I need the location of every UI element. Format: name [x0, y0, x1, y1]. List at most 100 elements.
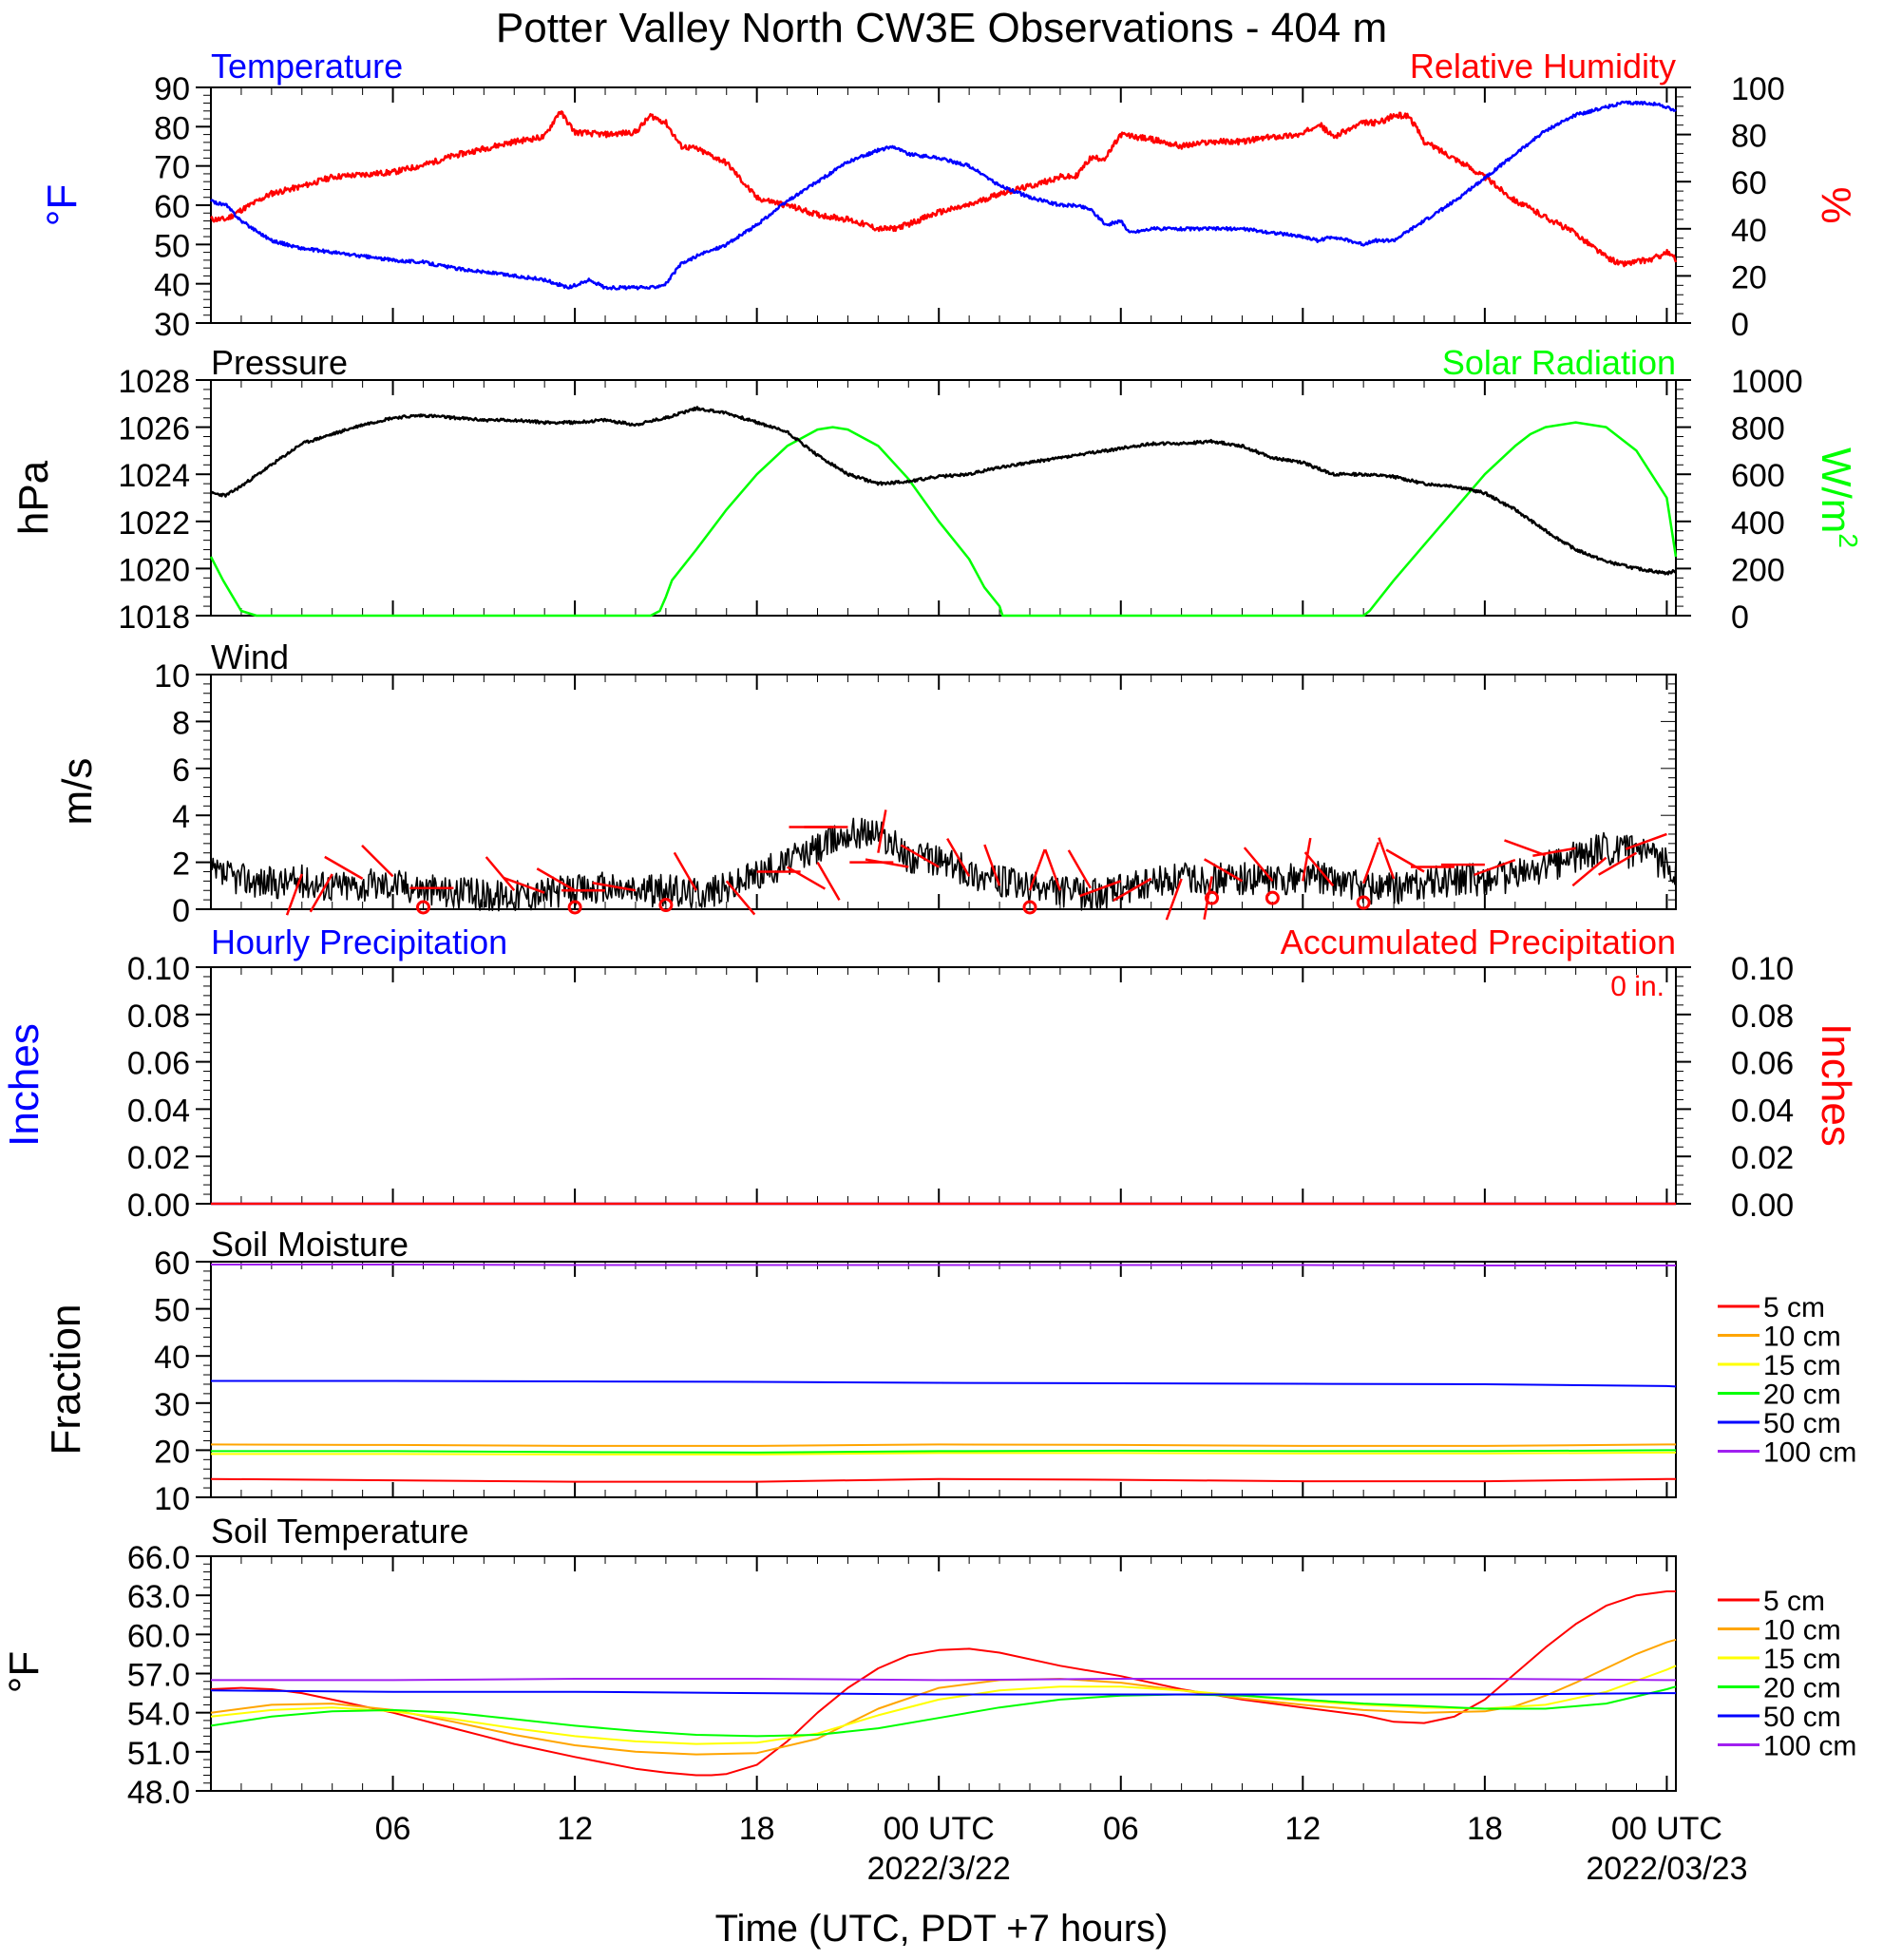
- x-tick-label: 06: [1103, 1811, 1139, 1847]
- accum-y-tick-label: 0.08: [1731, 999, 1794, 1035]
- sm-y-tick-label: 40: [154, 1340, 190, 1376]
- temperature-line: [209, 100, 1677, 291]
- accum-y-tick-label: 0.06: [1731, 1046, 1794, 1082]
- hourly-precip-axis-label: Inches: [1, 1023, 48, 1147]
- st-y-tick-label: 66.0: [127, 1540, 190, 1576]
- temperature-axis-label: °F: [39, 184, 86, 226]
- wind-barb: [1598, 851, 1638, 876]
- solar-y-tick-label: 0: [1731, 599, 1749, 636]
- wind-barb: [1204, 858, 1244, 883]
- pres-frame: [210, 379, 1677, 617]
- x-tick-label: 06: [375, 1811, 411, 1847]
- pressure-line: [209, 406, 1677, 576]
- st-legend-label: 10 cm: [1763, 1615, 1841, 1646]
- wind-barb: [1474, 858, 1516, 877]
- wind-barb: [786, 866, 827, 890]
- accum-precip-axis-label: Inches: [1813, 1023, 1859, 1147]
- panel-wind: 0 2 4 6 8 10 Wind m/s: [54, 637, 1677, 929]
- calm-marker: [1265, 890, 1280, 905]
- rh-y-tick-label: 0: [1731, 307, 1749, 343]
- wind-barb: [1532, 847, 1576, 857]
- rh-y-tick-label: 20: [1731, 259, 1767, 295]
- panel-pressure-solar: 1018 1020 1022 1024 1026 1028 0 200 400 600 800 100…: [10, 343, 1863, 636]
- wind-barb: [865, 858, 909, 868]
- precip-y-tick-label: 0.02: [127, 1140, 190, 1176]
- solar-y-tick-label: 200: [1731, 552, 1785, 588]
- wind-barb: [1067, 849, 1092, 889]
- x-tick-label: 00 UTC: [884, 1811, 995, 1847]
- wind-barb: [1079, 880, 1122, 898]
- chart-title: Potter Valley North CW3E Observations - …: [496, 5, 1387, 51]
- calm-marker: [415, 900, 430, 915]
- wind-y-tick-label: 6: [172, 752, 190, 789]
- solar-title: Solar Radiation: [1442, 343, 1676, 382]
- precip-y-tick-label: 0.04: [127, 1093, 190, 1129]
- st-y-tick-label: 63.0: [127, 1579, 190, 1615]
- soil-moisture-line-50cm: [211, 1380, 1677, 1388]
- wind-barb: [592, 882, 637, 892]
- st-legend-label: 100 cm: [1763, 1731, 1856, 1762]
- wind-y-tick-label: 4: [172, 799, 190, 835]
- x-axis-label: Time (UTC, PDT +7 hours): [715, 1908, 1169, 1950]
- sm-legend-label: 50 cm: [1763, 1408, 1841, 1439]
- humidity-title: Relative Humidity: [1410, 47, 1676, 86]
- pres-y-tick-label: 1028: [118, 364, 190, 400]
- wind-y-tick-label: 8: [172, 705, 190, 741]
- humidity-axis-label: %: [1813, 186, 1859, 223]
- wind-barb: [1044, 848, 1062, 891]
- temp-y-tick-label: 80: [154, 110, 190, 146]
- solar-y-tick-label: 600: [1731, 458, 1785, 494]
- soil-temperature-title: Soil Temperature: [211, 1512, 468, 1551]
- precip-frame: [210, 966, 1677, 1205]
- wind-barb: [1028, 848, 1046, 891]
- wind-barb: [816, 861, 841, 902]
- calm-marker: [1022, 900, 1037, 915]
- sm-legend-label: 20 cm: [1763, 1380, 1841, 1411]
- calm-marker: [1356, 895, 1371, 910]
- soil-temperature-line-10cm: [210, 1638, 1677, 1756]
- soil-moisture-line-20cm: [211, 1449, 1676, 1454]
- x-tick-label: 12: [1284, 1811, 1321, 1847]
- solar-y-tick-label: 800: [1731, 411, 1785, 447]
- accum-precip-title: Accumulated Precipitation: [1281, 923, 1676, 961]
- sm-y-tick-label: 50: [154, 1293, 190, 1329]
- wind-barb: [1243, 847, 1274, 883]
- pres-y-tick-label: 1024: [118, 458, 190, 494]
- x-tick-label: 18: [1467, 1811, 1503, 1847]
- soil-moisture-line-5cm: [210, 1477, 1676, 1483]
- sm-y-tick-label: 30: [154, 1387, 190, 1423]
- soil-moisture-line-10cm: [210, 1443, 1676, 1447]
- wind-barb: [1113, 877, 1152, 902]
- wind-title: Wind: [211, 637, 289, 676]
- precip-y-tick-label: 0.06: [127, 1046, 190, 1082]
- st-legend-label: 20 cm: [1763, 1673, 1841, 1704]
- accum-precip-annotation: 0 in.: [1610, 971, 1664, 1002]
- accum-y-tick-label: 0.04: [1731, 1093, 1794, 1129]
- wind-barb: [1571, 856, 1607, 887]
- soil-temperature-line-100cm: [211, 1678, 1676, 1682]
- wind-barb: [285, 873, 303, 916]
- precip-y-tick-label: 0.08: [127, 999, 190, 1035]
- wind-barb: [1625, 832, 1667, 850]
- st-y-tick-label: 57.0: [127, 1658, 190, 1694]
- wind-speed-line: [210, 817, 1677, 912]
- wind-barb: [1203, 876, 1213, 920]
- soil-temperature-line-5cm: [210, 1590, 1676, 1777]
- x-tick-label: 00 UTC: [1611, 1811, 1722, 1847]
- solar-radiation-line: [209, 421, 1678, 618]
- sm-legend-label: 10 cm: [1763, 1322, 1841, 1353]
- x-tick-label: 12: [557, 1811, 593, 1847]
- st-legend-label: 15 cm: [1763, 1644, 1841, 1675]
- soil-temperature-line-20cm: [210, 1685, 1677, 1738]
- wind-barb: [1385, 848, 1425, 873]
- wind-barb: [1302, 837, 1312, 882]
- st-legend-label: 5 cm: [1763, 1586, 1825, 1617]
- wind-axis-label: m/s: [54, 758, 101, 826]
- wind-barb: [503, 876, 545, 894]
- rh-y-tick-label: 40: [1731, 213, 1767, 249]
- st-y-tick-label: 60.0: [127, 1618, 190, 1654]
- solar-axis-label: W/m2: [1813, 447, 1863, 548]
